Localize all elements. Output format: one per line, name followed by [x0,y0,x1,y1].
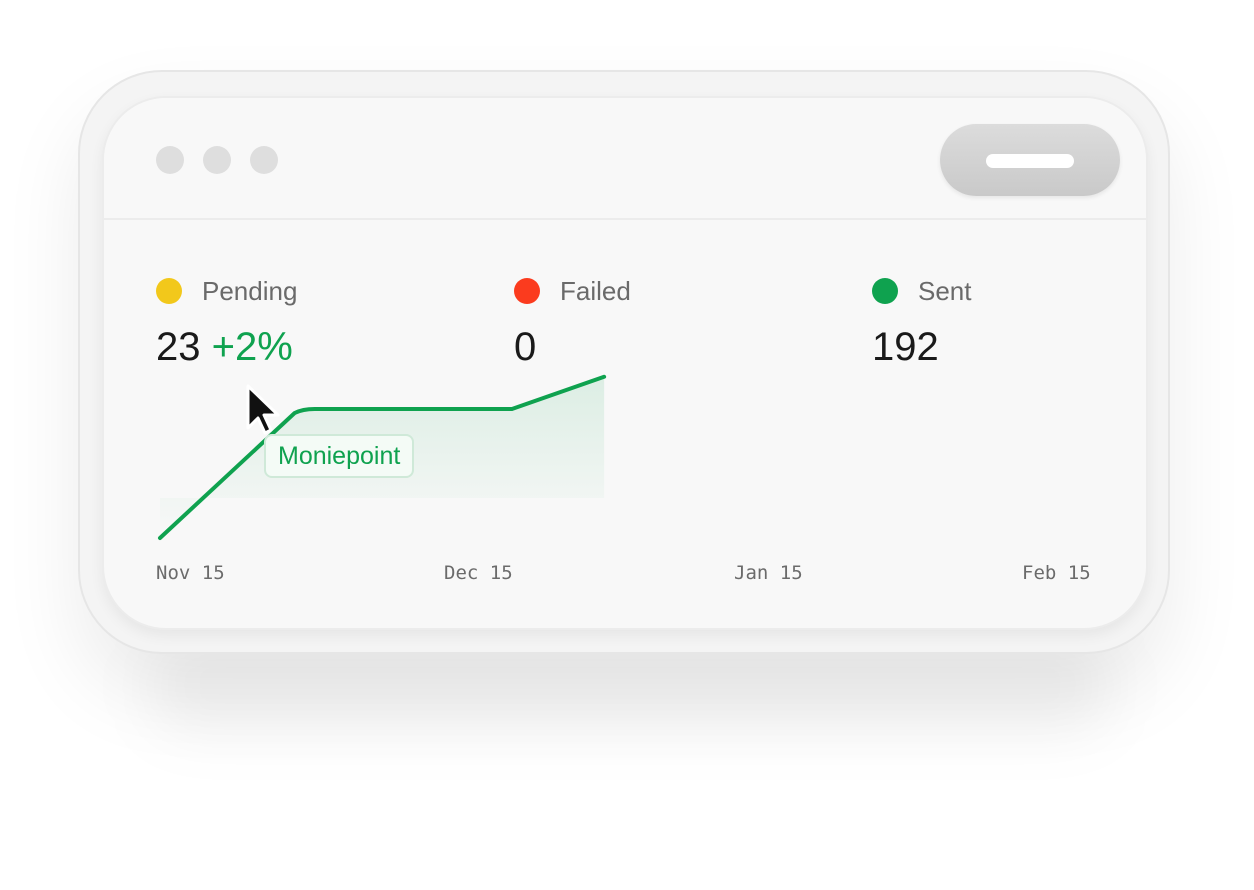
window-dot-minimize[interactable] [203,146,231,174]
app-window: Pending 23 +2% Failed 0 Sent 192 Nov 15 … [102,96,1148,630]
failed-status-dot [514,278,540,304]
drop-shadow [150,640,1110,730]
arrow-cursor-icon [246,384,280,435]
header-pill-button[interactable] [940,124,1120,196]
pending-delta: +2% [211,325,293,369]
stat-pending-value: 23 +2% [156,324,293,370]
stat-failed-label: Failed [560,276,631,306]
pill-bar-icon [986,154,1074,168]
window-titlebar [104,98,1146,220]
pending-status-dot [156,278,182,304]
x-tick-label: Jan 15 [734,562,803,584]
stat-sent-value: 192 [872,325,939,369]
stat-failed-value: 0 [514,325,537,369]
stat-sent-label: Sent [918,276,972,306]
pending-count: 23 [156,325,201,369]
chart-series-line [158,374,607,540]
x-tick-label: Nov 15 [156,562,225,584]
x-tick-label: Dec 15 [444,562,513,584]
window-dot-maximize[interactable] [250,146,278,174]
sent-status-dot [872,278,898,304]
window-dot-close[interactable] [156,146,184,174]
x-tick-label: Feb 15 [1022,562,1091,584]
stat-pending-label: Pending [202,276,298,306]
cursor-name-tag: Moniepoint [264,434,415,478]
